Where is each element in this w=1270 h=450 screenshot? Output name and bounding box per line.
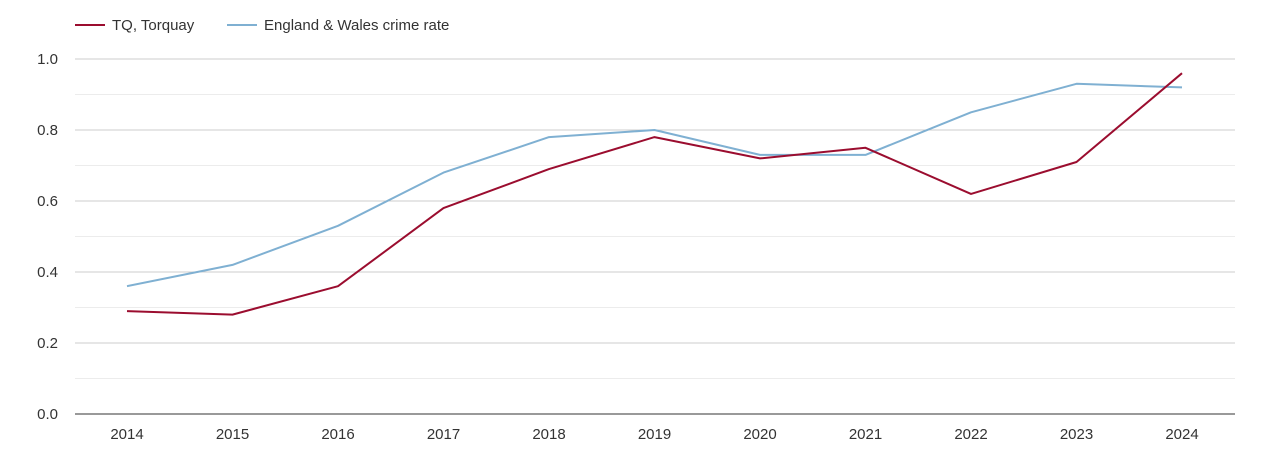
x-tick-label-2024: 2024 bbox=[1165, 426, 1198, 443]
gridlines bbox=[75, 58, 1235, 379]
x-tick-label-2014: 2014 bbox=[110, 426, 143, 443]
legend-label-england-wales: England & Wales crime rate bbox=[264, 17, 449, 34]
legend-item-torquay[interactable]: TQ, Torquay bbox=[75, 17, 195, 34]
x-tick-label-2022: 2022 bbox=[954, 426, 987, 443]
y-tick-label-4: 0.8 bbox=[37, 122, 58, 139]
x-tick-label-2021: 2021 bbox=[849, 426, 882, 443]
series-line-torquay bbox=[126, 72, 1183, 316]
series-line-england-wales bbox=[126, 82, 1183, 288]
y-tick-label-0: 0.0 bbox=[37, 406, 58, 423]
x-tick-label-2018: 2018 bbox=[532, 426, 565, 443]
legend-label-torquay: TQ, Torquay bbox=[112, 17, 195, 34]
x-tick-label-2023: 2023 bbox=[1060, 426, 1093, 443]
x-tick-label-2017: 2017 bbox=[427, 426, 460, 443]
y-tick-label-2: 0.4 bbox=[37, 264, 58, 281]
x-axis-ticks: 2014 2015 2016 2017 2018 2019 2020 2021 … bbox=[110, 426, 1198, 443]
legend: TQ, Torquay England & Wales crime rate bbox=[75, 17, 449, 34]
x-tick-label-2015: 2015 bbox=[216, 426, 249, 443]
y-tick-label-1: 0.2 bbox=[37, 335, 58, 352]
legend-item-england-wales[interactable]: England & Wales crime rate bbox=[227, 17, 449, 34]
y-tick-label-5: 1.0 bbox=[37, 51, 58, 68]
x-tick-label-2016: 2016 bbox=[321, 426, 354, 443]
series-lines bbox=[126, 72, 1183, 316]
y-axis-ticks: 0.0 0.2 0.4 0.6 0.8 1.0 bbox=[37, 51, 58, 423]
y-tick-label-3: 0.6 bbox=[37, 193, 58, 210]
x-tick-label-2019: 2019 bbox=[638, 426, 671, 443]
x-tick-label-2020: 2020 bbox=[743, 426, 776, 443]
